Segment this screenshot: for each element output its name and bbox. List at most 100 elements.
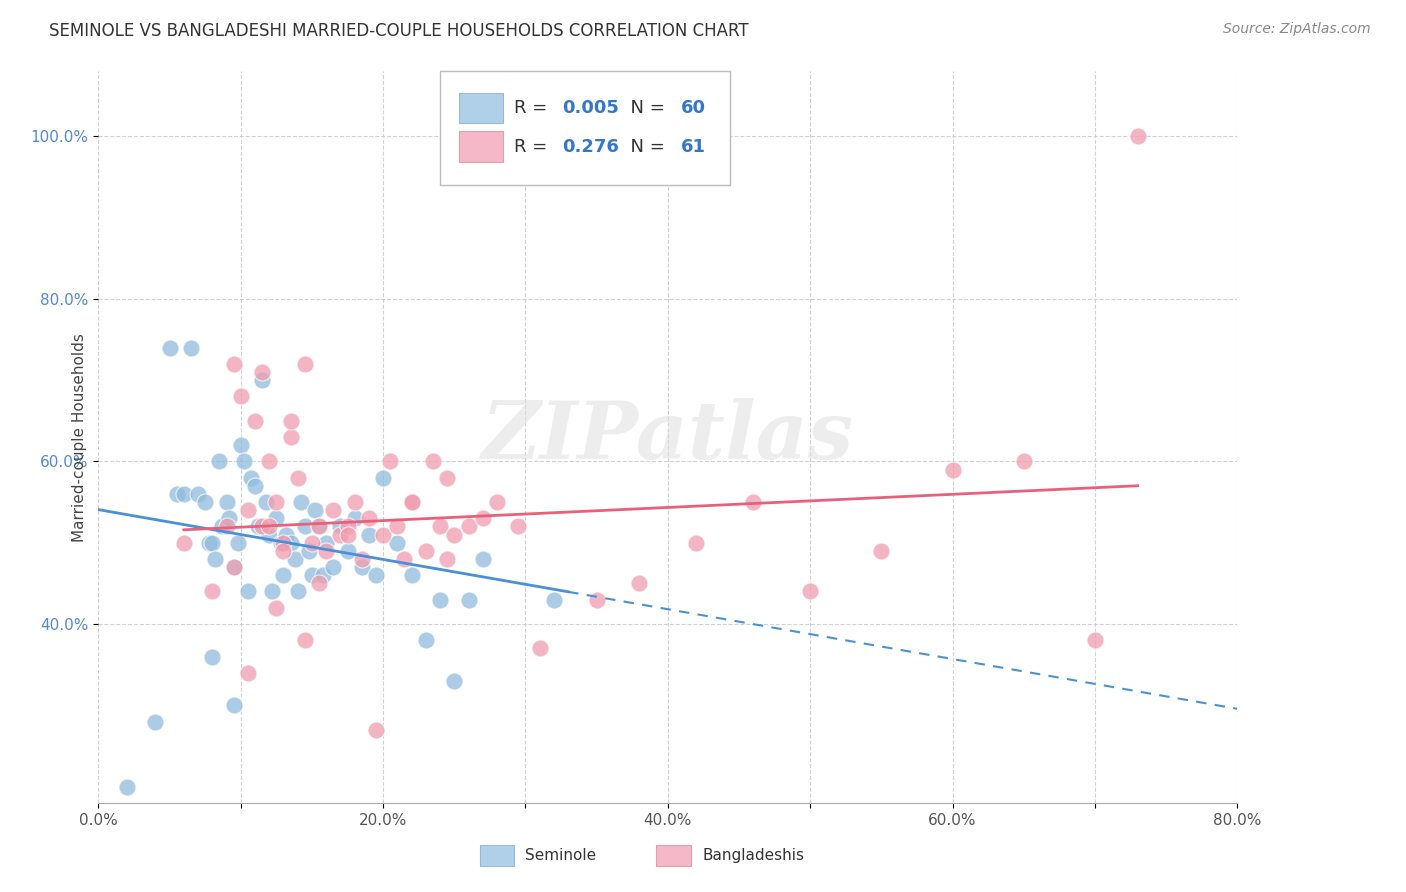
Point bbox=[457, 592, 479, 607]
Point bbox=[436, 471, 458, 485]
FancyBboxPatch shape bbox=[440, 71, 731, 185]
Point bbox=[429, 519, 451, 533]
Point bbox=[246, 519, 269, 533]
Point bbox=[115, 780, 138, 794]
Point bbox=[290, 495, 312, 509]
Point bbox=[443, 527, 465, 541]
Text: SEMINOLE VS BANGLADESHI MARRIED-COUPLE HOUSEHOLDS CORRELATION CHART: SEMINOLE VS BANGLADESHI MARRIED-COUPLE H… bbox=[49, 22, 749, 40]
Point bbox=[373, 471, 395, 485]
Point bbox=[180, 341, 202, 355]
Point bbox=[270, 535, 292, 549]
Point bbox=[173, 487, 195, 501]
Point bbox=[364, 723, 387, 737]
Point bbox=[304, 503, 326, 517]
Point bbox=[166, 487, 188, 501]
Point bbox=[336, 544, 359, 558]
Point bbox=[1012, 454, 1035, 468]
Point bbox=[308, 576, 330, 591]
Point bbox=[322, 503, 344, 517]
Point bbox=[415, 544, 437, 558]
Point bbox=[201, 649, 224, 664]
Text: N =: N = bbox=[619, 99, 671, 117]
Point bbox=[173, 535, 195, 549]
Point bbox=[436, 552, 458, 566]
Point bbox=[276, 527, 298, 541]
Text: R =: R = bbox=[515, 137, 553, 156]
Point bbox=[243, 479, 266, 493]
Point bbox=[508, 519, 530, 533]
Point bbox=[742, 495, 765, 509]
Point bbox=[236, 584, 259, 599]
Bar bbox=[460, 131, 503, 162]
Point bbox=[628, 576, 651, 591]
Point bbox=[529, 641, 551, 656]
Point bbox=[250, 365, 273, 379]
Point bbox=[145, 714, 167, 729]
Point bbox=[294, 519, 316, 533]
Point bbox=[429, 592, 451, 607]
Text: 61: 61 bbox=[681, 137, 706, 156]
Point bbox=[273, 535, 295, 549]
Point bbox=[229, 389, 252, 403]
Point bbox=[312, 568, 335, 582]
Point bbox=[685, 535, 707, 549]
Point bbox=[373, 527, 395, 541]
Point bbox=[239, 471, 262, 485]
Point bbox=[250, 373, 273, 387]
Point bbox=[401, 495, 423, 509]
Point bbox=[336, 527, 359, 541]
Bar bbox=[460, 93, 503, 123]
Point bbox=[201, 584, 224, 599]
Point bbox=[942, 462, 965, 476]
Point bbox=[401, 495, 423, 509]
Point bbox=[394, 552, 416, 566]
Point bbox=[187, 487, 209, 501]
Point bbox=[870, 544, 893, 558]
Point bbox=[266, 511, 288, 525]
Text: R =: R = bbox=[515, 99, 553, 117]
Point bbox=[222, 698, 245, 713]
Point bbox=[222, 560, 245, 574]
Point bbox=[387, 535, 409, 549]
Point bbox=[266, 600, 288, 615]
Point bbox=[585, 592, 607, 607]
Point bbox=[218, 511, 240, 525]
Text: 0.276: 0.276 bbox=[562, 137, 619, 156]
Point bbox=[357, 527, 380, 541]
Point bbox=[298, 544, 321, 558]
Point bbox=[280, 535, 302, 549]
Point bbox=[266, 495, 288, 509]
Bar bbox=[657, 846, 690, 866]
Point bbox=[380, 454, 402, 468]
Point bbox=[208, 454, 231, 468]
Point bbox=[201, 535, 224, 549]
Point bbox=[422, 454, 444, 468]
Point bbox=[194, 495, 217, 509]
Point bbox=[273, 568, 295, 582]
Point bbox=[215, 495, 238, 509]
Point bbox=[222, 357, 245, 371]
Point bbox=[471, 552, 494, 566]
Point bbox=[254, 495, 277, 509]
Point bbox=[259, 519, 281, 533]
Point bbox=[486, 495, 509, 509]
Point bbox=[315, 535, 337, 549]
Point bbox=[471, 511, 494, 525]
Point bbox=[273, 544, 295, 558]
Point bbox=[387, 519, 409, 533]
Point bbox=[343, 511, 366, 525]
Point bbox=[336, 519, 359, 533]
Point bbox=[280, 414, 302, 428]
Point bbox=[301, 535, 323, 549]
Text: N =: N = bbox=[619, 137, 671, 156]
Point bbox=[294, 633, 316, 648]
Point bbox=[259, 527, 281, 541]
Point bbox=[211, 519, 233, 533]
Point bbox=[415, 633, 437, 648]
Text: 60: 60 bbox=[681, 99, 706, 117]
Point bbox=[329, 519, 352, 533]
Point bbox=[543, 592, 565, 607]
Point bbox=[287, 471, 309, 485]
Point bbox=[443, 673, 465, 688]
Point bbox=[236, 503, 259, 517]
